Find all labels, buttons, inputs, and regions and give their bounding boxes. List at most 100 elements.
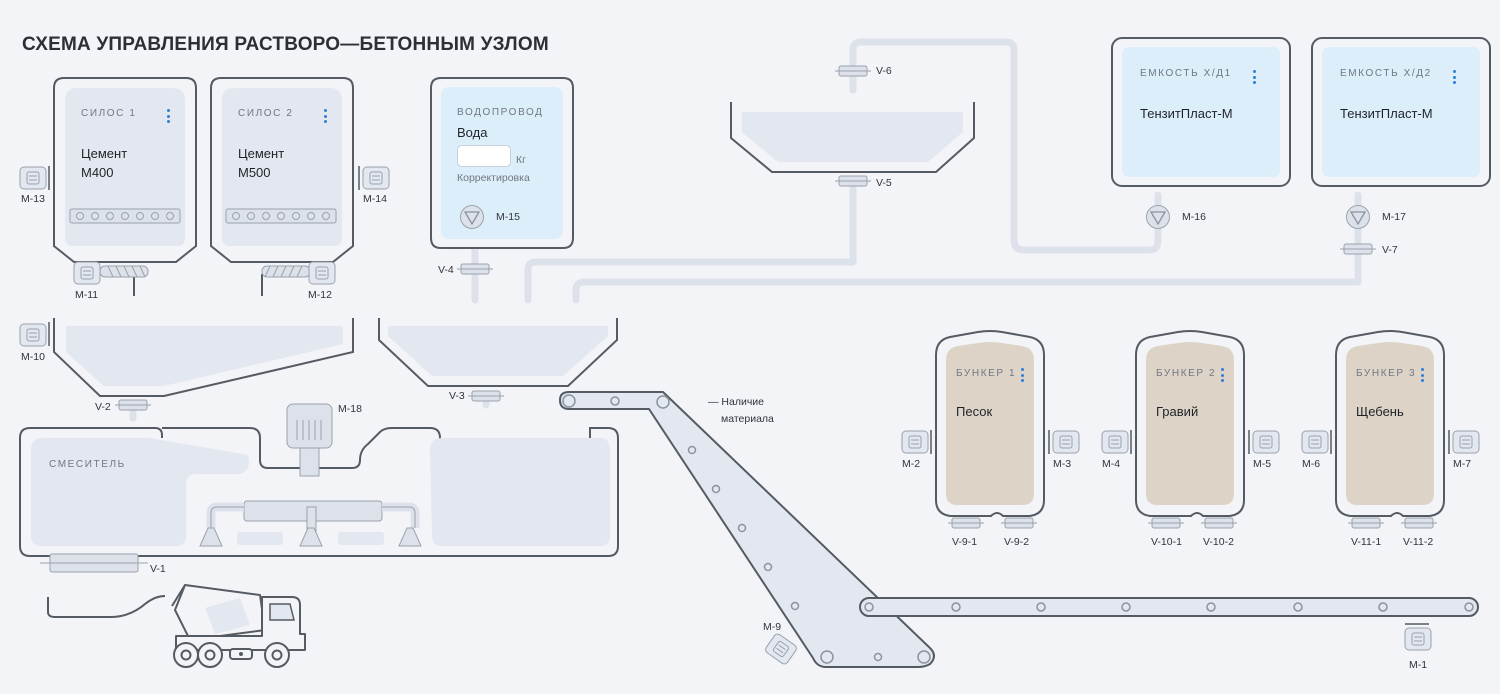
- water-correction-link[interactable]: Корректировка: [457, 172, 530, 184]
- water-name: Вода: [457, 125, 488, 140]
- tank-1-menu-icon[interactable]: [1251, 70, 1257, 88]
- pump-m17-label: M-17: [1382, 211, 1406, 223]
- bunker-2-material: Гравий: [1156, 404, 1199, 419]
- motor-m12-label: M-12: [308, 289, 332, 301]
- bunker-3: [1335, 330, 1445, 517]
- bunker-1-caption: БУНКЕР 1: [956, 368, 1017, 379]
- valve-v11-1-icon[interactable]: [1347, 517, 1385, 529]
- material-sensor-label-2: материала: [721, 413, 774, 425]
- inclined-conveyor: [559, 391, 935, 668]
- tank-2-menu-icon[interactable]: [1451, 70, 1457, 88]
- tank-1-name: ТензитПласт-М: [1140, 106, 1233, 121]
- motor-m13-label: M-13: [21, 193, 45, 205]
- motor-m2-icon[interactable]: [901, 430, 932, 454]
- valve-v11-2-icon[interactable]: [1400, 517, 1438, 529]
- silo-2-menu-icon[interactable]: [322, 109, 328, 127]
- motor-m2-label: M-2: [902, 458, 921, 470]
- silo-1-menu-icon[interactable]: [165, 109, 171, 127]
- bunker-3-caption: БУНКЕР 3: [1356, 368, 1417, 379]
- water-caption: ВОДОПРОВОД: [457, 107, 544, 118]
- motor-m10-icon[interactable]: [19, 322, 50, 347]
- tank-1: [1111, 37, 1291, 187]
- motor-m7-icon[interactable]: [1448, 430, 1480, 454]
- motor-m1-label: M-1: [1409, 659, 1428, 671]
- valve-v5-label: V-5: [876, 177, 892, 189]
- valve-v10-1-icon[interactable]: [1147, 517, 1185, 529]
- material-sensor-label-1: — Наличие: [708, 396, 765, 408]
- motor-m3-label: M-3: [1053, 458, 1072, 470]
- valve-v10-2-label: V-10-2: [1203, 536, 1234, 548]
- silo-2-grade: М500: [238, 165, 271, 180]
- valve-v3-icon[interactable]: [467, 390, 505, 402]
- motor-m14-icon[interactable]: [358, 166, 390, 190]
- valve-v7-label: V-7: [1382, 244, 1398, 256]
- additive-hopper: [730, 102, 975, 173]
- valve-v2-label: V-2: [95, 401, 111, 413]
- motor-m6-icon[interactable]: [1301, 430, 1332, 454]
- valve-v4-icon[interactable]: [456, 263, 494, 275]
- motor-m3-icon[interactable]: [1048, 430, 1080, 454]
- motor-m13-icon[interactable]: [19, 166, 50, 190]
- motor-m10-label: M-10: [21, 351, 45, 363]
- silo-2-caption: СИЛОС 2: [238, 108, 294, 119]
- motor-m14-label: M-14: [363, 193, 387, 205]
- motor-m12-icon[interactable]: [308, 261, 336, 285]
- mixer: [19, 403, 619, 557]
- bunker-3-menu-icon[interactable]: [1419, 368, 1425, 386]
- motor-m6-label: M-6: [1302, 458, 1321, 470]
- motor-m11-label: M-11: [75, 289, 99, 301]
- valve-v5-icon[interactable]: [834, 175, 872, 187]
- bunker-2-menu-icon[interactable]: [1219, 368, 1225, 386]
- page-title: СХЕМА УПРАВЛЕНИЯ РАСТВОРО—БЕТОННЫМ УЗЛОМ: [22, 34, 549, 55]
- tank-2-name: ТензитПласт-М: [1340, 106, 1433, 121]
- valve-v7-icon[interactable]: [1339, 243, 1377, 255]
- motor-m4-label: M-4: [1102, 458, 1121, 470]
- motor-m5-label: M-5: [1253, 458, 1272, 470]
- motor-m5-icon[interactable]: [1248, 430, 1280, 454]
- motor-m4-icon[interactable]: [1101, 430, 1132, 454]
- tank-1-caption: ЕМКОСТЬ Х/Д1: [1140, 68, 1232, 79]
- tank-2: [1311, 37, 1491, 187]
- bunker-1-material: Песок: [956, 404, 993, 419]
- tank-2-caption: ЕМКОСТЬ Х/Д2: [1340, 68, 1432, 79]
- valve-v9-1-icon[interactable]: [947, 517, 985, 529]
- valve-v2-icon[interactable]: [114, 399, 152, 411]
- valve-v1-icon[interactable]: [40, 553, 148, 573]
- valve-v1-label: V-1: [150, 563, 166, 575]
- horizontal-conveyor: [859, 597, 1479, 617]
- motor-m18-icon[interactable]: [287, 404, 332, 448]
- motor-m1-icon[interactable]: [1404, 623, 1432, 651]
- silo-1-material: Цемент: [81, 146, 128, 161]
- silo-1-grade: М400: [81, 165, 114, 180]
- screw-conveyors: [99, 265, 311, 296]
- mixer-caption: СМЕСИТЕЛЬ: [49, 459, 126, 470]
- pump-m16-icon[interactable]: [1145, 204, 1171, 230]
- water-amount-input[interactable]: [457, 145, 511, 167]
- valve-v9-2-icon[interactable]: [1000, 517, 1038, 529]
- silo-1: [53, 77, 197, 263]
- valve-v3-label: V-3: [449, 390, 465, 402]
- valve-v10-2-icon[interactable]: [1200, 517, 1238, 529]
- water-unit: Кг: [516, 154, 526, 166]
- valve-v6-icon[interactable]: [834, 65, 872, 77]
- valve-v4-label: V-4: [438, 264, 454, 276]
- silo-2-material: Цемент: [238, 146, 285, 161]
- bunker-1-menu-icon[interactable]: [1019, 368, 1025, 386]
- pump-m16-label: M-16: [1182, 211, 1206, 223]
- valve-v10-1-label: V-10-1: [1151, 536, 1182, 548]
- pump-m15-label: M-15: [496, 211, 520, 223]
- pump-m15-icon[interactable]: [459, 204, 485, 230]
- motor-m11-icon[interactable]: [73, 261, 101, 285]
- liquid-weigh-hopper: [378, 318, 618, 387]
- pump-m17-icon[interactable]: [1345, 204, 1371, 230]
- valve-v6-label: V-6: [876, 65, 892, 77]
- valve-v9-1-label: V-9-1: [952, 536, 978, 548]
- motor-m7-label: M-7: [1453, 458, 1472, 470]
- bunker-2-caption: БУНКЕР 2: [1156, 368, 1217, 379]
- motor-m18-label: M-18: [338, 403, 362, 415]
- silo-2: [210, 77, 354, 263]
- bunker-1: [935, 330, 1045, 517]
- motor-m9-label: M-9: [763, 621, 782, 633]
- bunker-3-material: Щебень: [1356, 404, 1404, 419]
